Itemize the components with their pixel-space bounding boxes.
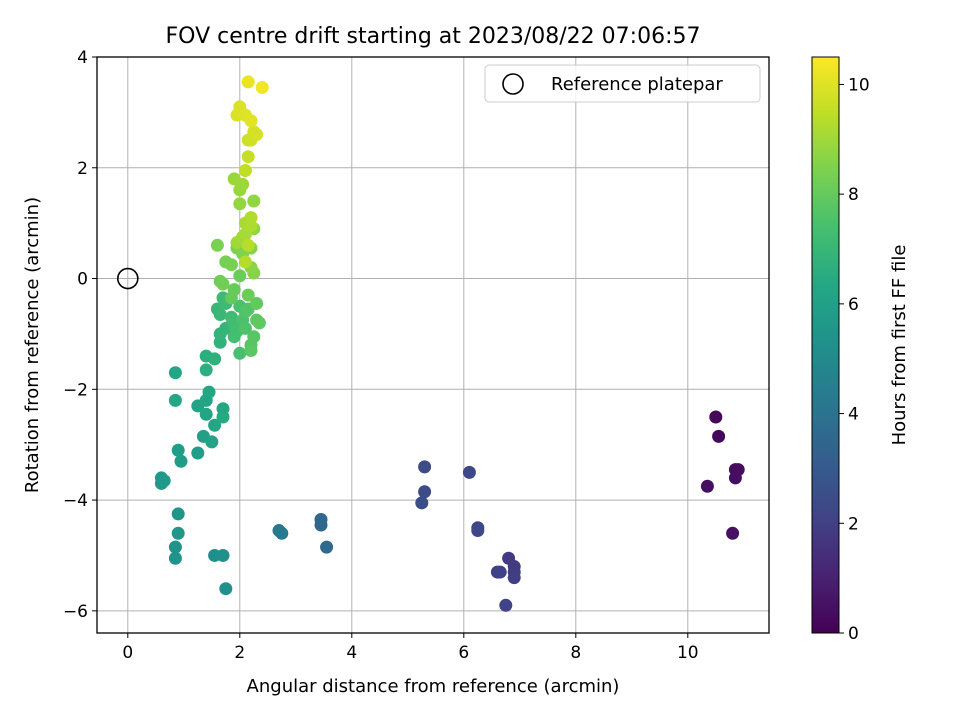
data-point — [219, 582, 233, 596]
reference-platepar-marker — [117, 267, 139, 290]
data-point — [418, 460, 432, 474]
plot-frame — [96, 56, 770, 634]
data-point — [174, 454, 188, 468]
y-tick-label: −4 — [63, 491, 88, 511]
colorbar-tick-label: 8 — [848, 185, 859, 205]
data-point — [314, 518, 328, 532]
data-point — [241, 150, 255, 164]
data-point — [241, 288, 255, 302]
data-point — [320, 540, 334, 554]
legend-box — [484, 64, 761, 103]
data-point — [216, 410, 230, 424]
data-point — [208, 352, 222, 366]
data-point — [493, 565, 507, 579]
data-point — [700, 479, 714, 493]
x-tick-label: 2 — [234, 643, 245, 663]
data-point — [507, 571, 521, 585]
data-point — [205, 435, 219, 449]
data-point — [168, 393, 182, 407]
data-point — [244, 344, 258, 358]
data-point — [191, 446, 205, 460]
data-point — [728, 471, 742, 485]
data-point — [216, 548, 230, 562]
data-point — [726, 526, 740, 540]
data-point — [709, 410, 723, 424]
data-point — [233, 197, 247, 211]
colorbar: 0 2 4 6 8 10 Hours from first FF file — [811, 56, 910, 644]
data-point — [238, 255, 252, 269]
y-tick-label: −6 — [63, 602, 88, 622]
colorbar-ticks: 0 2 4 6 8 10 — [839, 75, 870, 644]
data-point — [415, 496, 429, 510]
data-point — [250, 296, 264, 310]
data-point — [202, 385, 216, 399]
data-point — [233, 269, 247, 283]
data-point — [199, 407, 213, 421]
colorbar-gradient — [811, 56, 840, 634]
data-point — [471, 524, 485, 538]
x-tick-label: 0 — [122, 643, 133, 663]
x-tick-label: 4 — [346, 643, 357, 663]
data-point — [168, 540, 182, 554]
data-point — [275, 526, 289, 540]
data-point — [712, 429, 726, 443]
data-point — [227, 283, 241, 297]
data-point — [244, 211, 258, 225]
data-point — [247, 194, 261, 208]
colorbar-label: Hours from first FF file — [889, 245, 910, 446]
x-axis-label: Angular distance from reference (arcmin) — [247, 676, 620, 697]
data-point — [241, 238, 255, 252]
data-point — [247, 330, 261, 344]
data-point — [208, 418, 222, 432]
legend: Reference platepar — [484, 64, 761, 103]
data-point — [418, 485, 432, 499]
data-point — [238, 164, 252, 178]
y-tick-label: −2 — [63, 380, 88, 400]
data-point — [252, 316, 266, 330]
data-point — [241, 75, 255, 89]
data-point — [171, 526, 185, 540]
x-tick-label: 8 — [570, 643, 581, 663]
data-point — [250, 128, 264, 142]
data-point — [168, 551, 182, 565]
colorbar-tick-label: 2 — [848, 514, 859, 534]
data-point — [213, 308, 227, 322]
x-axis: 0 2 4 6 8 10 — [122, 633, 699, 663]
data-point — [210, 238, 224, 252]
data-point — [236, 177, 250, 191]
data-point — [224, 258, 238, 272]
legend-open-circle-icon — [502, 73, 524, 95]
y-tick-label: 4 — [77, 48, 88, 68]
colorbar-tick-label: 10 — [848, 75, 870, 95]
y-tick-label: 2 — [77, 159, 88, 179]
y-tick-label: 0 — [77, 270, 88, 290]
chart-title: FOV centre drift starting at 2023/08/22 … — [166, 24, 701, 49]
y-axis: −6 −4 −2 0 2 4 — [63, 48, 97, 622]
x-tick-label: 10 — [677, 643, 699, 663]
data-point — [499, 598, 513, 612]
y-axis-label: Rotation from reference (arcmin) — [22, 197, 43, 493]
data-point — [238, 321, 252, 335]
data-point — [233, 346, 247, 360]
data-point — [462, 465, 476, 479]
legend-entry-label: Reference platepar — [551, 74, 723, 95]
data-point — [255, 80, 269, 94]
data-point — [168, 366, 182, 380]
x-tick-label: 6 — [458, 643, 469, 663]
data-point — [199, 363, 213, 377]
data-point — [157, 474, 171, 488]
colorbar-tick-label: 6 — [848, 295, 859, 315]
data-point — [171, 507, 185, 521]
data-point — [244, 114, 258, 128]
colorbar-tick-label: 4 — [848, 405, 859, 425]
colorbar-tick-label: 0 — [848, 624, 859, 644]
grid-lines — [97, 56, 769, 633]
data-point — [216, 277, 230, 291]
scatter-points — [154, 75, 745, 612]
data-point — [171, 443, 185, 457]
